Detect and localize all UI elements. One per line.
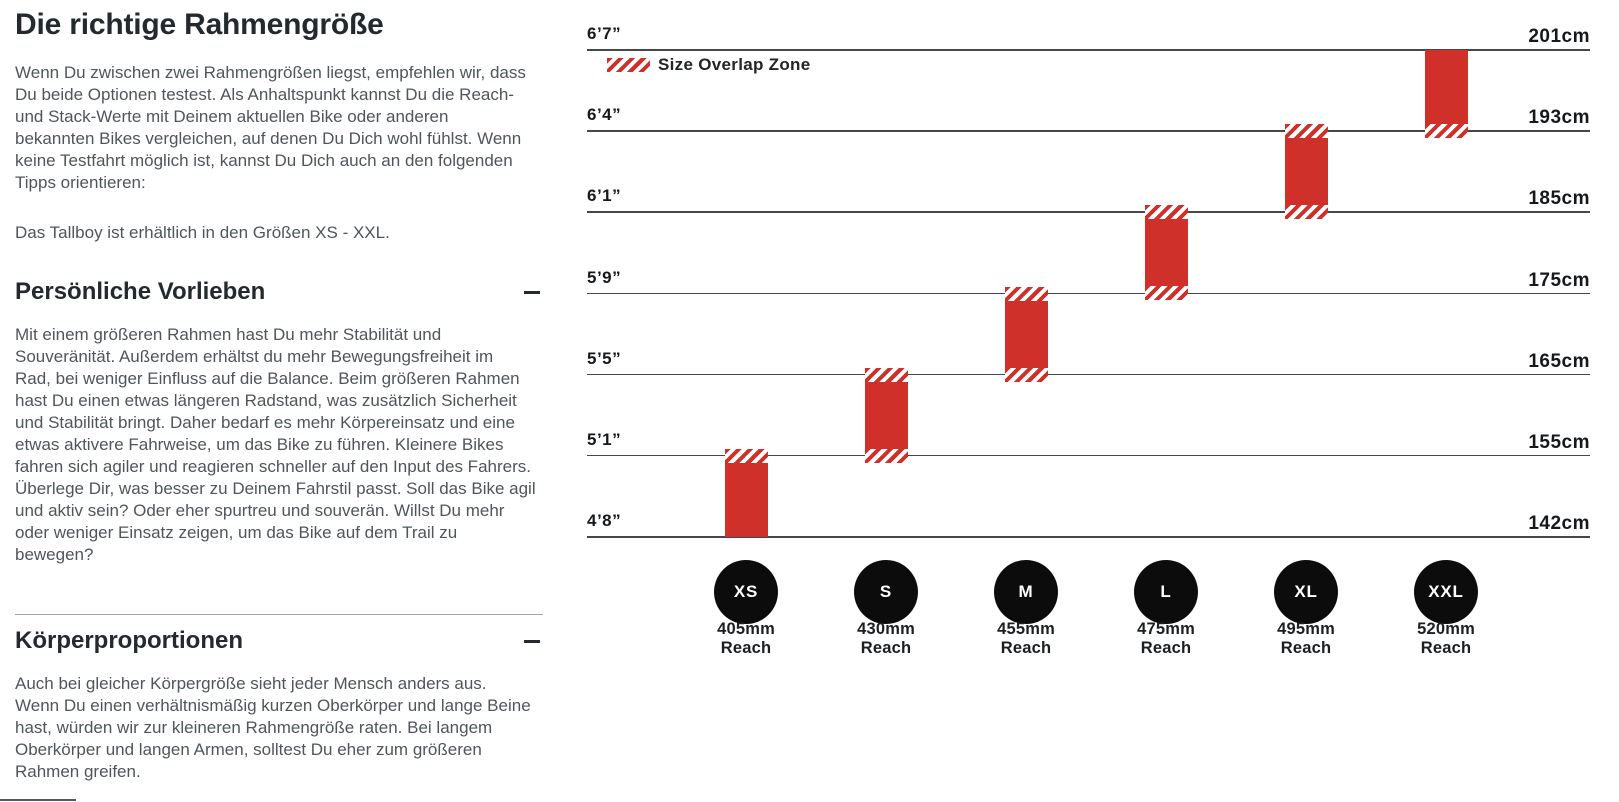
height-gridline (587, 211, 1590, 213)
height-gridline (587, 536, 1590, 538)
height-gridline (587, 49, 1590, 51)
size-circle-m: M (994, 560, 1058, 624)
availability-paragraph: Das Tallboy ist erhältlich in den Größen… (15, 223, 390, 242)
overlap-hatch-bottom (864, 448, 908, 463)
accordion-header-personal-preferences[interactable]: Persönliche Vorlieben (15, 278, 543, 306)
height-label-imperial: 4’8” (587, 511, 622, 530)
size-circle-xs: XS (714, 560, 778, 624)
height-gridline (587, 373, 1590, 376)
section-heading: Persönliche Vorlieben (15, 278, 266, 305)
overlap-hatch-top (864, 367, 908, 382)
height-label-imperial: 5’9” (587, 267, 622, 287)
sizing-guide-text-column: Die richtige Rahmengröße Wenn Du zwische… (15, 0, 543, 783)
height-label-cm: 142cm (1528, 513, 1590, 534)
reach-label-m: 455mm Reach (997, 620, 1055, 657)
section-body: Mit einem größeren Rahmen hast Du mehr S… (15, 325, 536, 564)
reach-label-xl: 495mm Reach (1277, 620, 1335, 657)
intro-paragraph: Wenn Du zwischen zwei Rahmengrößen liegs… (15, 63, 526, 192)
size-bar-xl (1284, 124, 1328, 220)
overlap-hatch-top (1144, 205, 1188, 220)
overlap-hatch-top (724, 448, 768, 463)
height-label-imperial: 6’4” (587, 105, 622, 125)
section-divider-partial (0, 799, 76, 801)
section-body: Auch bei gleicher Körpergröße sieht jede… (15, 674, 531, 781)
minus-icon[interactable] (524, 639, 540, 643)
height-gridline (587, 292, 1590, 294)
height-label-cm: 175cm (1528, 269, 1590, 291)
height-label-cm: 155cm (1528, 431, 1590, 453)
size-circle-xl: XL (1274, 560, 1338, 624)
size-circle-s: S (854, 560, 918, 624)
height-gridline (587, 130, 1590, 132)
size-circle-l: L (1134, 560, 1198, 624)
height-label-cm: 185cm (1528, 188, 1590, 210)
page-title: Die richtige Rahmengröße (15, 8, 384, 41)
height-label-imperial: 5’5” (587, 348, 622, 368)
height-label-imperial: 5’1” (587, 429, 622, 449)
height-label-cm: 193cm (1528, 107, 1590, 129)
minus-icon[interactable] (524, 290, 540, 294)
overlap-hatch-bottom (1424, 124, 1468, 139)
height-label-imperial: 6’7” (587, 24, 622, 43)
reach-label-l: 475mm Reach (1137, 620, 1195, 657)
height-gridline (587, 454, 1590, 457)
size-bar-l (1144, 205, 1188, 301)
overlap-hatch-bottom (1284, 205, 1328, 220)
overlap-hatch-top (1284, 124, 1328, 139)
overlap-hatch-bottom (1004, 367, 1048, 382)
reach-label-s: 430mm Reach (857, 620, 915, 657)
size-bar-m (1004, 286, 1048, 382)
reach-label-xxl: 520mm Reach (1417, 620, 1475, 657)
size-circle-xxl: XXL (1414, 560, 1478, 624)
height-label-imperial: 6’1” (587, 186, 622, 206)
overlap-hatch-top (1004, 286, 1048, 301)
height-label-cm: 165cm (1528, 350, 1590, 372)
section-body-proportions: Körperproportionen Auch bei gleicher Kör… (15, 627, 543, 783)
accordion-header-body-proportions[interactable]: Körperproportionen (15, 627, 543, 655)
section-personal-preferences: Persönliche Vorlieben Mit einem größeren… (15, 278, 543, 566)
reach-label-xs: 405mm Reach (717, 620, 775, 657)
size-overlap-hatch-swatch-icon (607, 58, 650, 72)
section-heading: Körperproportionen (15, 627, 243, 654)
height-label-cm: 201cm (1528, 26, 1590, 47)
size-bar-s (864, 367, 908, 463)
section-divider (15, 614, 543, 615)
size-bar-xxl (1424, 50, 1468, 139)
size-bar-xs (724, 448, 768, 537)
size-overlap-legend-label: Size Overlap Zone (658, 55, 811, 74)
overlap-hatch-bottom (1144, 286, 1188, 301)
